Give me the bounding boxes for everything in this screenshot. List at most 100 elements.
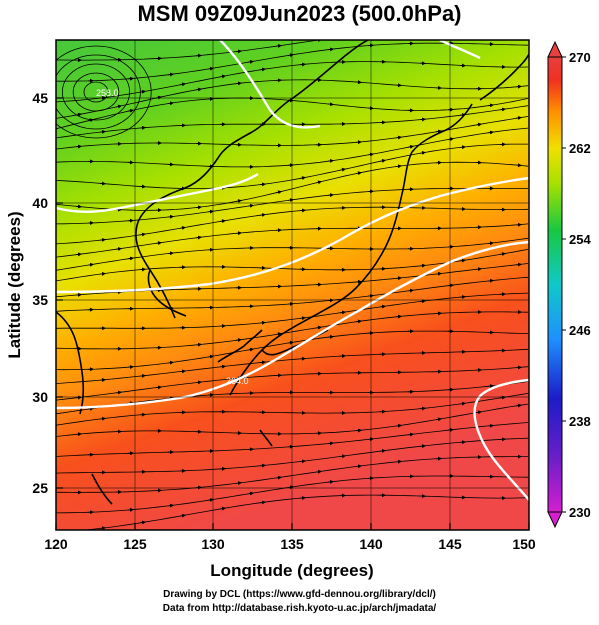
wind-arrow [275, 190, 282, 195]
wind-arrow [87, 406, 94, 411]
wind-arrow [167, 72, 174, 77]
y-tick-label: 25 [32, 480, 48, 496]
x-tick-label: 130 [201, 536, 225, 552]
wind-arrow [315, 180, 322, 185]
wind-arrow [287, 340, 294, 345]
wind-arrow [139, 520, 146, 525]
temperature-field: 258.0 264.0 [56, 34, 529, 530]
wind-arrow [207, 66, 214, 71]
colorbar-tick-label: 254 [569, 232, 591, 247]
wind-arrow [355, 171, 362, 176]
wind-arrow [99, 129, 106, 134]
wind-arrow [247, 347, 254, 352]
wind-arrow [475, 122, 482, 127]
y-tick-label: 30 [32, 389, 48, 405]
credits: Drawing by DCL (https://www.gfd-dennou.o… [0, 588, 599, 616]
wind-arrow [219, 219, 226, 224]
coastlines [56, 40, 529, 505]
wind-arrow [315, 325, 322, 330]
wind-arrow [247, 203, 254, 208]
wind-arrow [419, 150, 426, 155]
colorbar: 270 262 254 246 238 230 [547, 40, 591, 529]
wind-arrow [219, 506, 226, 511]
wind-arrow [179, 369, 186, 374]
wind-arrow [395, 135, 402, 140]
wind-arrow [235, 481, 242, 486]
y-tick-label: 45 [32, 90, 48, 106]
colorbar-tick-label: 246 [569, 323, 591, 338]
x-tick-label: 135 [280, 536, 304, 552]
wind-arrow [235, 81, 242, 86]
vortex-streamline [62, 63, 130, 121]
wind-arrow [235, 49, 242, 54]
wind-arrow [407, 144, 414, 149]
grid-lines [56, 40, 529, 530]
wind-arrow [155, 241, 162, 246]
wind-arrow [419, 299, 426, 304]
wind-arrow [87, 262, 94, 267]
vortex-streamline [56, 45, 152, 139]
wind-arrow [287, 53, 294, 58]
wind-arrow [367, 293, 374, 298]
wind-arrow [355, 319, 362, 324]
wind-arrow [259, 182, 266, 187]
wind-arrow [195, 87, 202, 92]
wind-arrow [379, 158, 386, 163]
wind-arrow [219, 364, 226, 369]
contour-label: 264.0 [226, 376, 249, 386]
wind-arrow [327, 334, 334, 339]
wind-arrow [179, 513, 186, 518]
wind-arrow [327, 158, 334, 163]
wind-arrow [499, 395, 506, 400]
wind-arrow [75, 252, 82, 257]
temperature-contours [56, 40, 529, 501]
colorbar-min-arrow [547, 511, 563, 529]
wind-arrow [99, 237, 106, 242]
vortex-streamline [56, 54, 141, 130]
x-tick-label: 140 [359, 536, 383, 552]
wind-arrow [275, 475, 282, 480]
wind-arrow [247, 491, 254, 496]
wind-arrow [435, 129, 442, 134]
colorbar-tick-label: 238 [569, 414, 591, 429]
vortex-streamline [72, 72, 120, 112]
wind-arrow [355, 464, 362, 469]
wind-arrow [487, 241, 494, 246]
wind-arrow [499, 107, 506, 112]
wind-arrow [395, 164, 402, 169]
wind-arrow [275, 43, 282, 48]
wind-arrow [259, 213, 266, 217]
wind-arrow [195, 235, 202, 240]
wind-arrow [219, 74, 226, 79]
wind-arrow [339, 167, 346, 172]
wind-arrow [299, 176, 306, 181]
y-axis-label: Latitude (degrees) [5, 211, 24, 358]
wind-arrow [487, 130, 494, 135]
wind-arrow [115, 247, 122, 251]
y-axis: 45 40 35 30 25 Latitude (degrees) [5, 90, 63, 496]
wind-arrow [515, 403, 522, 408]
x-tick-label: 150 [512, 536, 536, 552]
wind-arrow [475, 410, 482, 415]
y-tick-label: 40 [32, 195, 48, 211]
wind-arrow [99, 271, 106, 276]
wind-arrow [435, 417, 442, 422]
wind-arrow [339, 454, 346, 459]
x-axis: 120 125 130 135 140 145 150 Longitude (d… [44, 523, 536, 580]
wind-arrow [299, 316, 306, 321]
wind-arrow [515, 116, 522, 120]
wind-arrow [207, 498, 214, 502]
wind-arrow [179, 225, 186, 230]
wind-arrow [315, 469, 322, 474]
wind-arrow [356, 34, 360, 35]
colorbar-tick-label: 230 [569, 505, 591, 520]
wind-arrow [395, 423, 402, 428]
wind-arrow [115, 390, 122, 395]
contour-label: 258.0 [96, 88, 119, 98]
y-tick-label: 35 [32, 292, 48, 308]
x-tick-label: 125 [123, 536, 147, 552]
wind-arrow [327, 47, 334, 52]
wind-arrow [475, 267, 482, 272]
wind-arrow [139, 232, 146, 237]
